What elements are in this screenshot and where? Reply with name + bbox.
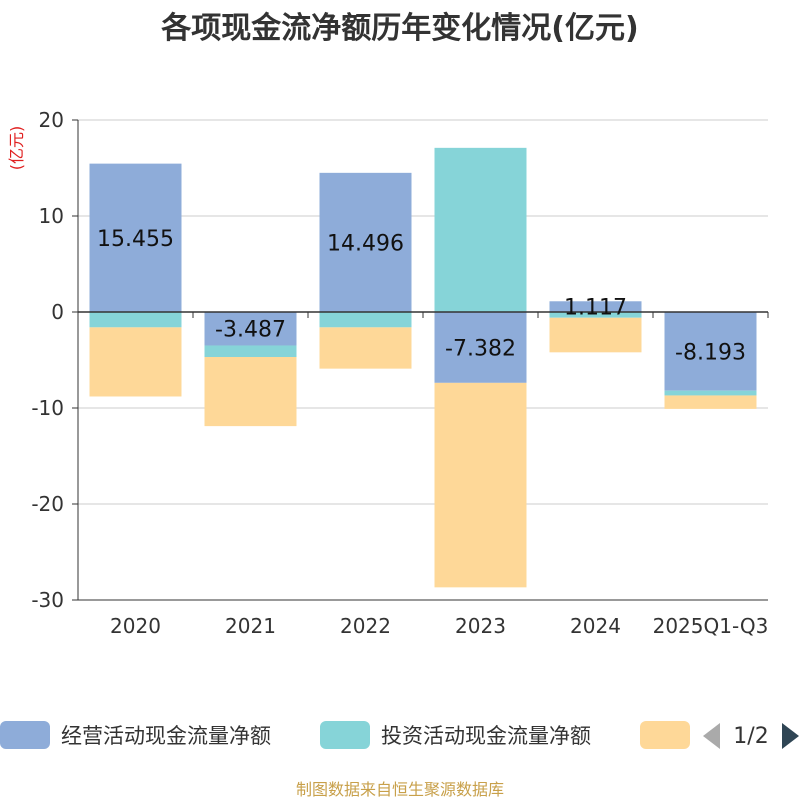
data-source-note: 制图数据来自恒生聚源数据库 bbox=[296, 780, 504, 799]
bar-series1-2023 bbox=[434, 147, 527, 312]
legend-swatch-series0[interactable] bbox=[0, 721, 50, 749]
x-tick-label: 2021 bbox=[225, 614, 276, 638]
x-tick-label: 2024 bbox=[570, 614, 621, 638]
y-axis-unit-label: (亿元) bbox=[7, 126, 26, 171]
y-tick-label: 0 bbox=[51, 300, 64, 324]
y-tick-label: 10 bbox=[39, 204, 64, 228]
legend-next-page-icon[interactable] bbox=[782, 723, 799, 749]
bar-series2-2025Q1-Q3 bbox=[664, 395, 757, 409]
x-tick-label: 2025Q1-Q3 bbox=[653, 614, 769, 638]
data-label: -3.487 bbox=[215, 318, 286, 343]
bar-series0-2024 bbox=[549, 301, 642, 312]
legend-label-series1[interactable]: 投资活动现金流量净额 bbox=[381, 724, 591, 748]
bar-series0-2022 bbox=[319, 172, 412, 312]
data-label: -8.193 bbox=[675, 340, 746, 365]
data-labels: 15.455 -3.487 14.496 -7.382 1.117 -8.193 bbox=[97, 227, 746, 366]
bar-series1-2022 bbox=[319, 312, 412, 328]
bar-series1-2025Q1-Q3 bbox=[664, 390, 757, 396]
bar-series2-2020 bbox=[89, 327, 182, 397]
legend-page-indicator: 1/2 bbox=[733, 724, 768, 749]
x-tick-label: 2023 bbox=[455, 614, 506, 638]
data-label: -7.382 bbox=[445, 336, 516, 361]
bar-series0-2025Q1-Q3 bbox=[664, 312, 757, 391]
chart-title: 各项现金流净额历年变化情况(亿元) bbox=[160, 11, 638, 46]
bar-series2-2023 bbox=[434, 382, 527, 588]
bar-series0-2021 bbox=[204, 312, 297, 346]
bar-series0-2023 bbox=[434, 312, 527, 383]
y-tick-label: -10 bbox=[31, 396, 64, 420]
bar-series2-2021 bbox=[204, 356, 297, 427]
legend-label-series0[interactable]: 经营活动现金流量净额 bbox=[61, 724, 271, 748]
bar-series2-2022 bbox=[319, 327, 412, 369]
data-label: 15.455 bbox=[97, 227, 174, 252]
legend-prev-page-icon[interactable] bbox=[703, 723, 720, 749]
bar-series1-2024 bbox=[549, 312, 642, 318]
bar-series0-2020 bbox=[89, 163, 182, 312]
x-tick-label: 2020 bbox=[110, 614, 161, 638]
bars bbox=[89, 147, 757, 588]
legend: 经营活动现金流量净额 投资活动现金流量净额 1/2 bbox=[0, 721, 799, 749]
axes: 20 10 0 -10 -20 -30 2020 2021 2022 2023 2024 2025Q1… bbox=[31, 108, 769, 638]
legend-swatch-series1[interactable] bbox=[320, 721, 370, 749]
x-tick-label: 2022 bbox=[340, 614, 391, 638]
bar-series1-2020 bbox=[89, 312, 182, 328]
bar-series2-2024 bbox=[549, 317, 642, 353]
legend-swatch-series2[interactable] bbox=[640, 721, 690, 749]
y-tick-label: -30 bbox=[31, 588, 64, 612]
data-label: 14.496 bbox=[327, 231, 404, 256]
data-label: 1.117 bbox=[564, 296, 627, 321]
bar-series1-2021 bbox=[204, 345, 297, 357]
y-tick-label: -20 bbox=[31, 492, 64, 516]
y-tick-label: 20 bbox=[39, 108, 64, 132]
